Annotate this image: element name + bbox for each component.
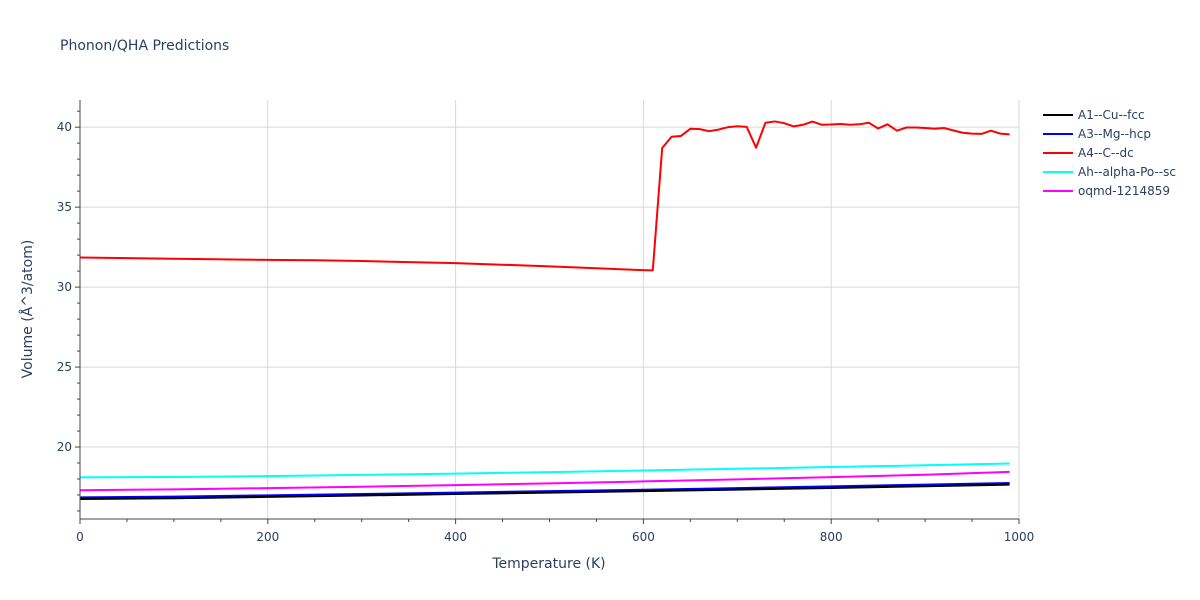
legend-label: Ah--alpha-Po--sc <box>1078 165 1176 179</box>
y-axis-title: Volume (Å^3/atom) <box>19 240 36 379</box>
y-tick-label: 30 <box>57 280 72 294</box>
y-tick-label: 25 <box>57 360 72 374</box>
series-line-ah-alpha-po-sc <box>79 462 1010 479</box>
series-line-a4-c-dc <box>79 120 1010 272</box>
y-tick-label: 20 <box>57 440 72 454</box>
legend-label: A1--Cu--fcc <box>1078 108 1145 122</box>
legend-item[interactable]: oqmd-1214859 <box>1043 184 1170 198</box>
x-tick-label: 1000 <box>1004 530 1035 544</box>
legend-item[interactable]: Ah--alpha-Po--sc <box>1043 165 1176 179</box>
legend-label: A4--C--dc <box>1078 146 1134 160</box>
axes: 0 200 400 600 800 1000 20 25 30 35 40 <box>57 100 1035 544</box>
legend[interactable]: A1--Cu--fcc A3--Mg--hcp A4--C--dc Ah--alpha… <box>1043 108 1176 198</box>
legend-item[interactable]: A4--C--dc <box>1043 146 1134 160</box>
y-tick-label: 40 <box>57 120 72 134</box>
x-tick-label: 400 <box>444 530 467 544</box>
chart-title: Phonon/QHA Predictions <box>60 38 229 54</box>
series-line-a3-mg-hcp <box>79 482 1010 499</box>
legend-label: oqmd-1214859 <box>1078 184 1170 198</box>
x-tick-label: 600 <box>632 530 655 544</box>
x-tick-label: 800 <box>820 530 843 544</box>
x-tick-label: 200 <box>256 530 279 544</box>
legend-item[interactable]: A3--Mg--hcp <box>1043 127 1151 141</box>
legend-label: A3--Mg--hcp <box>1078 127 1151 141</box>
x-tick-label: 0 <box>76 530 84 544</box>
grid <box>80 100 1020 519</box>
legend-item[interactable]: A1--Cu--fcc <box>1043 108 1145 122</box>
y-tick-label: 35 <box>57 200 72 214</box>
series-group <box>79 120 1010 501</box>
x-axis-title: Temperature (K) <box>491 556 605 572</box>
series-line-oqmd-1214859 <box>79 470 1010 492</box>
series-line-a1-cu-fcc <box>79 483 1010 501</box>
